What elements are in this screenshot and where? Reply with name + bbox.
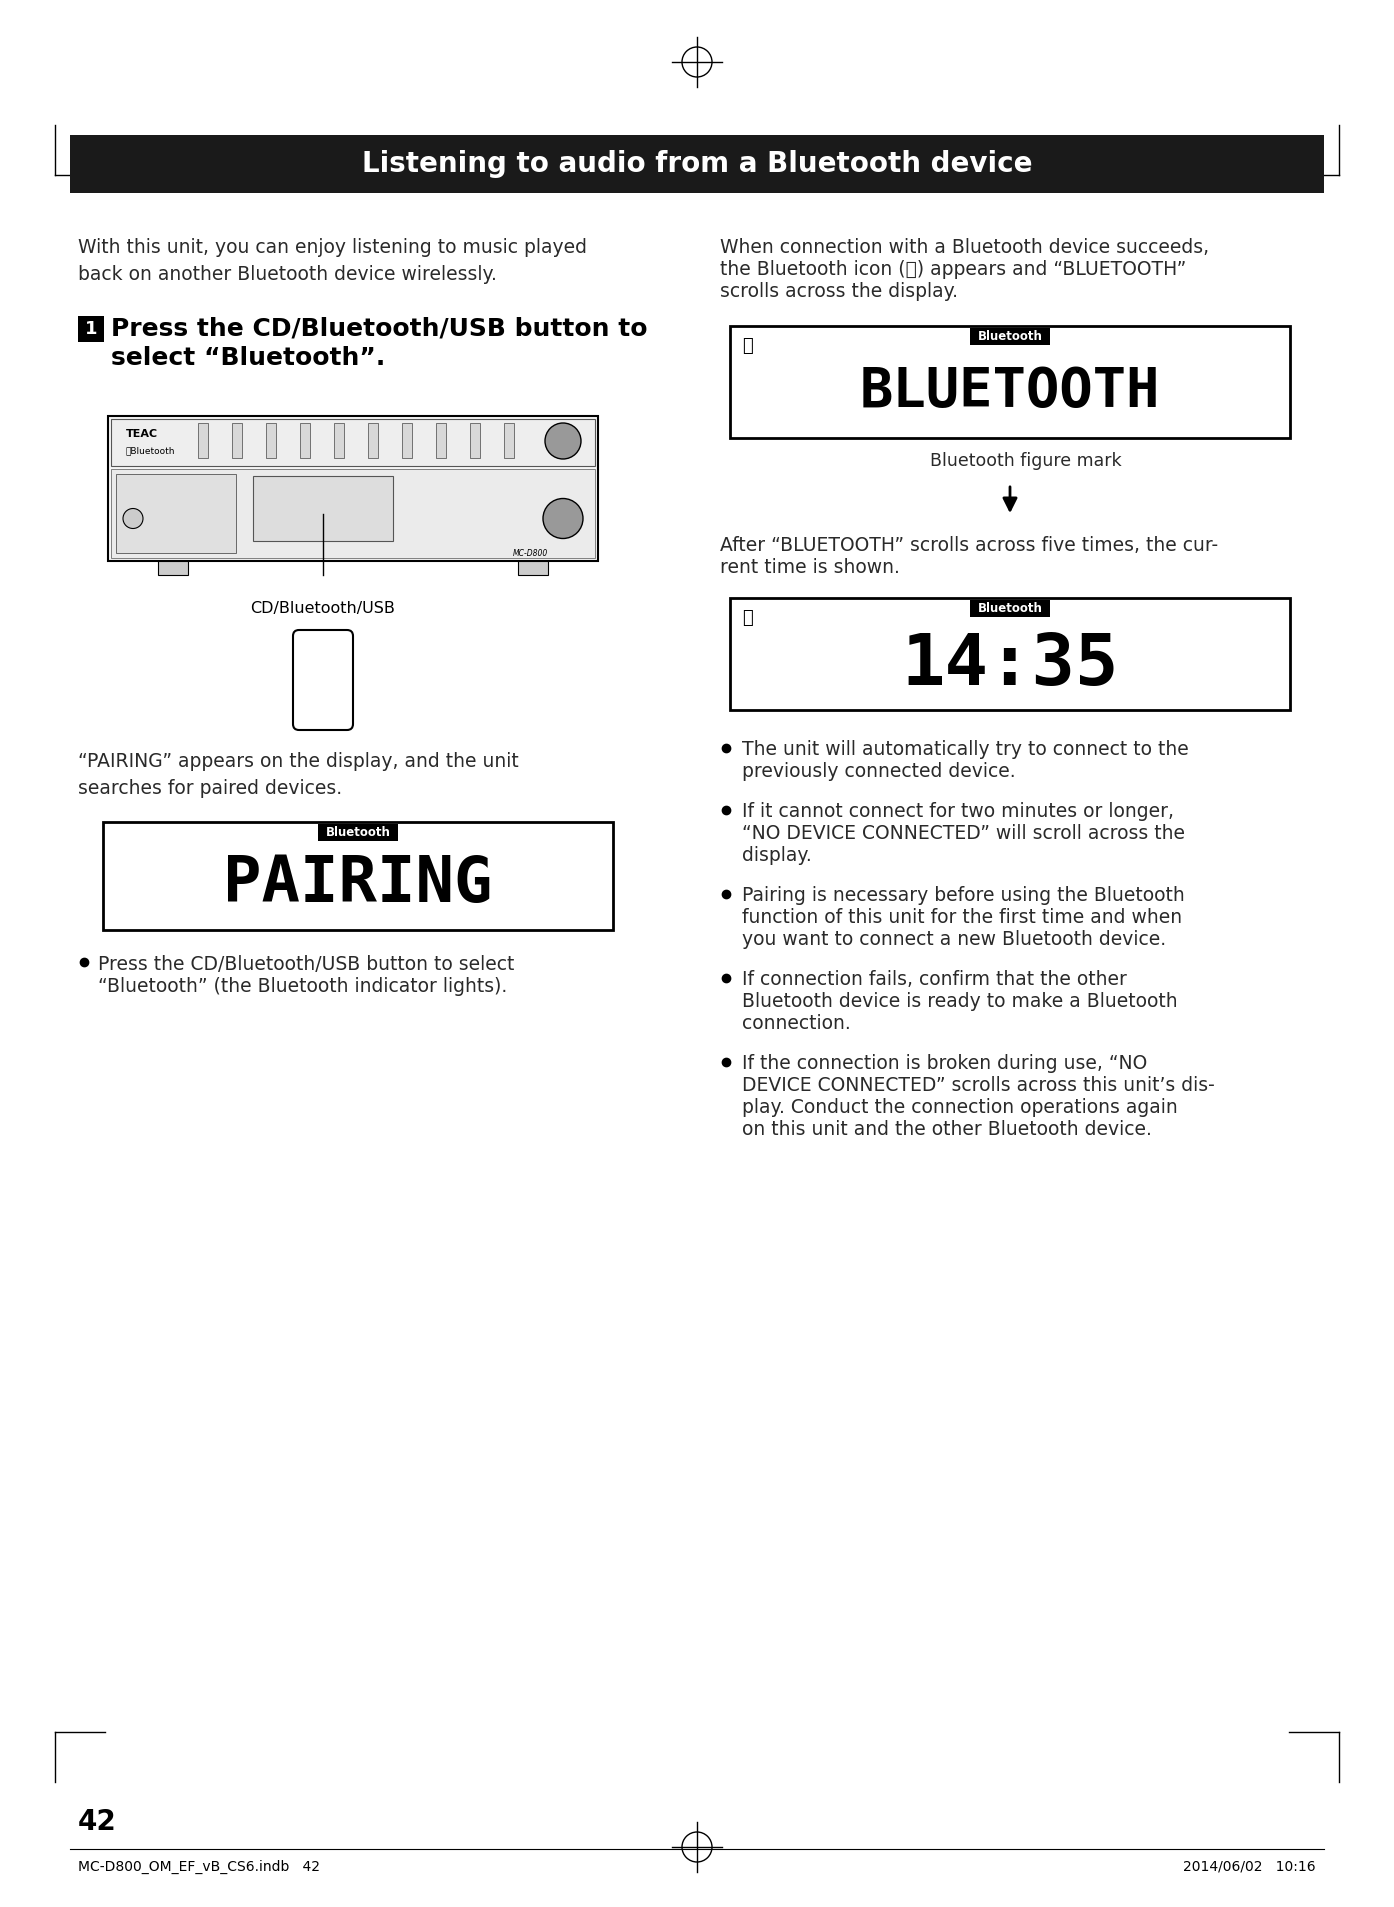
Bar — [266, 423, 276, 458]
Text: If it cannot connect for two minutes or longer,: If it cannot connect for two minutes or … — [742, 803, 1174, 822]
Text: “NO DEVICE CONNECTED” will scroll across the: “NO DEVICE CONNECTED” will scroll across… — [742, 824, 1185, 843]
Text: BLUETOOTH: BLUETOOTH — [860, 366, 1160, 418]
Text: Press the CD/Bluetooth/USB button to: Press the CD/Bluetooth/USB button to — [112, 317, 647, 339]
Bar — [730, 599, 1289, 709]
Bar — [70, 135, 1324, 193]
Text: play. Conduct the connection operations again: play. Conduct the connection operations … — [742, 1098, 1178, 1118]
Text: Bluetooth: Bluetooth — [977, 330, 1043, 343]
Bar — [730, 326, 1289, 439]
Text: Bluetooth device is ready to make a Bluetooth: Bluetooth device is ready to make a Blue… — [742, 992, 1178, 1011]
Text: display.: display. — [742, 847, 811, 866]
Text: ⓑ: ⓑ — [742, 608, 753, 627]
Bar — [112, 420, 595, 465]
Text: the Bluetooth icon (ⓑ) appears and “BLUETOOTH”: the Bluetooth icon (ⓑ) appears and “BLUE… — [719, 259, 1186, 278]
Bar — [318, 824, 399, 841]
Text: you want to connect a new Bluetooth device.: you want to connect a new Bluetooth devi… — [742, 931, 1167, 950]
Bar — [970, 601, 1050, 618]
Text: 2014/06/02   10:16: 2014/06/02 10:16 — [1184, 1859, 1316, 1875]
Bar — [300, 423, 309, 458]
Text: on this unit and the other Bluetooth device.: on this unit and the other Bluetooth dev… — [742, 1119, 1151, 1138]
Text: DEVICE CONNECTED” scrolls across this unit’s dis-: DEVICE CONNECTED” scrolls across this un… — [742, 1076, 1214, 1095]
Text: 1: 1 — [85, 320, 98, 338]
Text: MC-D800: MC-D800 — [513, 549, 548, 559]
Bar — [198, 423, 208, 458]
Text: Bluetooth figure mark: Bluetooth figure mark — [930, 452, 1122, 469]
Circle shape — [545, 423, 581, 460]
Bar — [335, 423, 344, 458]
Text: “PAIRING” appears on the display, and the unit
searches for paired devices.: “PAIRING” appears on the display, and th… — [78, 751, 519, 799]
Text: ⓑ: ⓑ — [742, 338, 753, 355]
Bar — [107, 416, 598, 561]
Bar — [436, 423, 446, 458]
Text: 14:35: 14:35 — [902, 631, 1119, 700]
Bar — [103, 822, 613, 931]
Text: scrolls across the display.: scrolls across the display. — [719, 282, 958, 301]
Bar — [401, 423, 413, 458]
Bar — [231, 423, 243, 458]
Bar — [78, 317, 105, 341]
Bar — [158, 561, 188, 576]
Text: select “Bluetooth”.: select “Bluetooth”. — [112, 345, 385, 370]
Text: PAIRING: PAIRING — [223, 852, 492, 915]
Text: Listening to audio from a Bluetooth device: Listening to audio from a Bluetooth devi… — [362, 151, 1032, 177]
Text: TEAC: TEAC — [125, 429, 158, 439]
Text: MC-D800_OM_EF_vB_CS6.indb   42: MC-D800_OM_EF_vB_CS6.indb 42 — [78, 1859, 321, 1875]
Text: After “BLUETOOTH” scrolls across five times, the cur-: After “BLUETOOTH” scrolls across five ti… — [719, 536, 1218, 555]
Text: Press the CD/Bluetooth/USB button to select: Press the CD/Bluetooth/USB button to sel… — [98, 955, 514, 974]
Text: The unit will automatically try to connect to the: The unit will automatically try to conne… — [742, 740, 1189, 759]
Circle shape — [123, 509, 144, 528]
Bar — [116, 475, 236, 553]
Text: “Bluetooth” (the Bluetooth indicator lights).: “Bluetooth” (the Bluetooth indicator lig… — [98, 976, 507, 995]
Text: CD/Bluetooth/USB: CD/Bluetooth/USB — [251, 601, 396, 616]
Text: 42: 42 — [78, 1808, 117, 1836]
Bar — [970, 328, 1050, 345]
Text: ⓑBluetooth: ⓑBluetooth — [125, 446, 176, 456]
Circle shape — [544, 498, 583, 538]
Text: previously connected device.: previously connected device. — [742, 763, 1016, 782]
Bar — [505, 423, 514, 458]
Text: Pairing is necessary before using the Bluetooth: Pairing is necessary before using the Bl… — [742, 887, 1185, 906]
Text: If the connection is broken during use, “NO: If the connection is broken during use, … — [742, 1055, 1147, 1074]
Bar — [368, 423, 378, 458]
Text: rent time is shown.: rent time is shown. — [719, 559, 901, 578]
Text: Bluetooth: Bluetooth — [326, 826, 390, 839]
Text: Bluetooth: Bluetooth — [977, 601, 1043, 614]
Text: When connection with a Bluetooth device succeeds,: When connection with a Bluetooth device … — [719, 238, 1209, 257]
Bar — [519, 561, 548, 576]
FancyBboxPatch shape — [293, 629, 353, 730]
Bar — [112, 469, 595, 559]
Text: function of this unit for the first time and when: function of this unit for the first time… — [742, 908, 1182, 927]
Bar — [252, 477, 393, 542]
Text: connection.: connection. — [742, 1015, 850, 1034]
Text: If connection fails, confirm that the other: If connection fails, confirm that the ot… — [742, 971, 1126, 990]
Text: With this unit, you can enjoy listening to music played
back on another Bluetoot: With this unit, you can enjoy listening … — [78, 238, 587, 284]
Bar — [470, 423, 480, 458]
